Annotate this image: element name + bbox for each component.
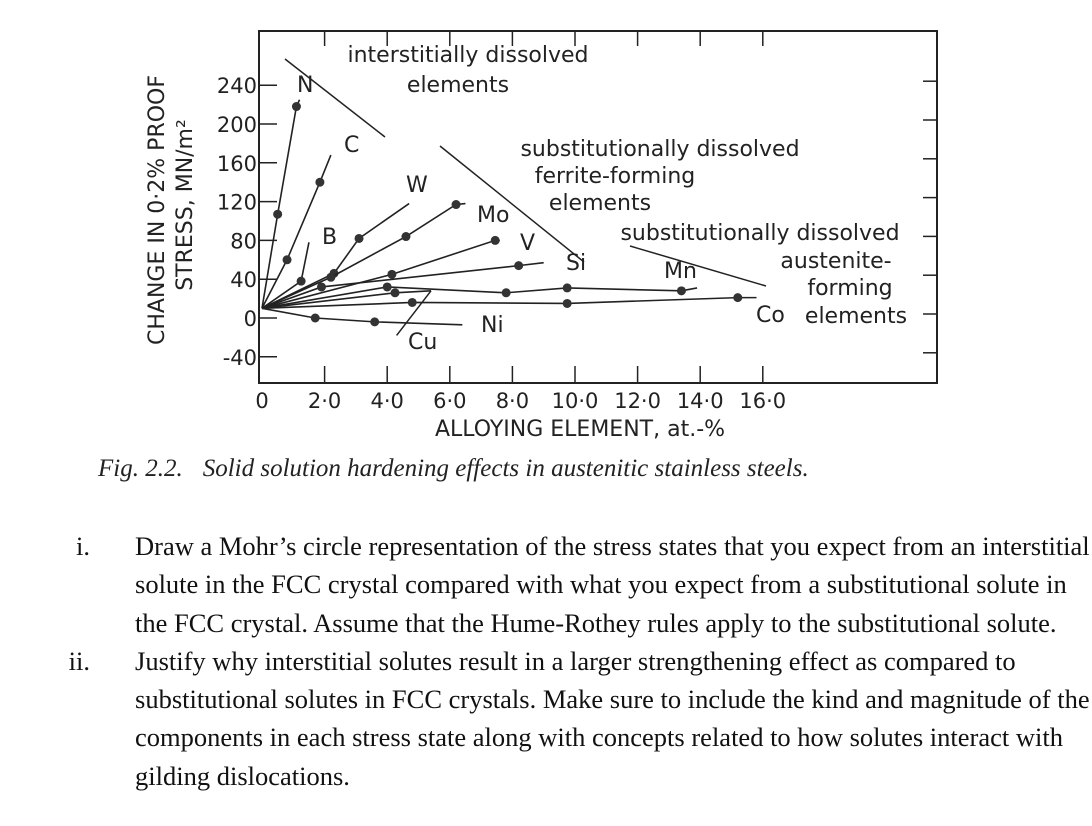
- data-point-si: [514, 261, 524, 271]
- series-label-si: Si: [566, 251, 586, 276]
- cu-label-leader: [395, 290, 432, 336]
- data-point-w: [354, 233, 364, 243]
- x-tick-label: 0: [255, 389, 268, 413]
- series-label-v: V: [520, 231, 535, 256]
- x-tick-label: 12·0: [614, 389, 661, 413]
- data-point-v: [387, 269, 397, 279]
- data-point-co: [562, 298, 572, 308]
- data-point-c: [282, 255, 292, 265]
- data-point-mn: [676, 286, 686, 296]
- x-tick-label: 8·0: [496, 389, 529, 413]
- series-label-mn: Mn: [664, 259, 697, 284]
- x-tick-label: 6·0: [433, 389, 466, 413]
- series-line-n: [261, 99, 301, 309]
- question-list: i. Draw a Mohr’s circle representation o…: [46, 527, 1092, 795]
- annotation-austenite-line4: elements: [805, 304, 907, 329]
- data-point-mo: [326, 272, 336, 282]
- y-tick-label: 0: [244, 307, 257, 331]
- question-number: i.: [76, 531, 90, 561]
- series-line-ni: [261, 307, 463, 326]
- x-tick-label: 16·0: [739, 389, 786, 413]
- data-point-si: [316, 282, 326, 292]
- solid-solution-hardening-chart: 0 2·0 4·0 6·0 8·0 10·0 12·0 14·0 16·0 240 200 160 12…: [145, 30, 938, 442]
- question-text: Justify why interstitial solutes result …: [135, 645, 1090, 791]
- annotation-ferrite-line3: elements: [549, 191, 651, 216]
- interstitial-group-bracket: [284, 58, 386, 138]
- y-axis-label-line2: STRESS, MN/m²: [173, 119, 198, 291]
- data-point-ni: [370, 317, 380, 327]
- series-line-mo: [261, 202, 466, 310]
- question-item: i. Draw a Mohr’s circle representation o…: [46, 527, 1092, 642]
- series-label-b: B: [322, 225, 337, 250]
- series-label-c: C: [344, 133, 359, 158]
- y-tick-label: 160: [217, 152, 257, 176]
- annotation-austenite-line1: substitutionally dissolved: [620, 221, 899, 246]
- austenite-group-bracket: [629, 245, 767, 287]
- question-number: ii.: [68, 645, 90, 676]
- data-point-n: [291, 102, 301, 112]
- series-label-w: W: [406, 173, 428, 198]
- annotation-ferrite-line2: ferrite-forming: [535, 164, 696, 189]
- data-point-ni: [310, 313, 320, 323]
- figure-caption: Fig. 2.2. Solid solution hardening effect…: [98, 455, 809, 483]
- annotation-ferrite-line1: substitutionally dissolved: [520, 137, 799, 162]
- series-line-w: [261, 202, 410, 310]
- data-point-v: [490, 235, 500, 245]
- data-point-mn: [382, 282, 392, 292]
- x-tick-label: 2·0: [308, 389, 341, 413]
- data-point-cu: [390, 288, 400, 298]
- x-tick-label: 4·0: [370, 389, 403, 413]
- series-label-co: Co: [756, 303, 785, 328]
- data-point-mo: [401, 232, 411, 242]
- data-point-b: [296, 276, 306, 286]
- series-line-c: [261, 154, 332, 309]
- y-tick-label: -40: [223, 346, 257, 370]
- x-tick-label: 14·0: [677, 389, 724, 413]
- annotation-austenite-line3: forming: [807, 276, 892, 301]
- series-label-mo: Mo: [477, 203, 509, 228]
- data-point-co: [407, 297, 417, 307]
- question-text: Draw a Mohr’s circle representation of t…: [135, 531, 1090, 638]
- y-tick-label: 80: [230, 229, 257, 253]
- series-label-n: N: [297, 73, 313, 98]
- y-tick-label: 200: [217, 113, 257, 137]
- annotation-interstitial-line2: elements: [407, 73, 509, 98]
- x-axis-label: ALLOYING ELEMENT, at.-%: [435, 417, 725, 442]
- question-item: ii. Justify why interstitial solutes res…: [46, 642, 1092, 795]
- plot-frame: [258, 30, 938, 384]
- y-tick-label: 240: [217, 74, 257, 98]
- series-label-cu: Cu: [408, 330, 437, 355]
- data-point-co: [733, 293, 743, 303]
- figure-number: Fig. 2.2.: [98, 455, 183, 482]
- annotation-interstitial-line1: interstitially dissolved: [347, 43, 588, 68]
- data-point-mn: [501, 288, 511, 298]
- y-tick-label: 120: [217, 191, 257, 215]
- y-axis-label-line1: CHANGE IN 0·2% PROOF: [145, 75, 170, 345]
- figure-caption-text: Solid solution hardening effects in aust…: [202, 455, 809, 482]
- ferrite-group-bracket: [439, 145, 585, 263]
- y-tick-label: 40: [230, 268, 257, 292]
- data-point-mo: [451, 200, 461, 210]
- x-tick-label: 10·0: [552, 389, 599, 413]
- data-point-c: [315, 177, 325, 187]
- series-line-si: [261, 261, 544, 310]
- annotation-austenite-line2: austenite-: [780, 249, 891, 274]
- data-point-n: [273, 209, 283, 219]
- data-point-mn: [562, 283, 572, 293]
- series-label-ni: Ni: [481, 313, 504, 338]
